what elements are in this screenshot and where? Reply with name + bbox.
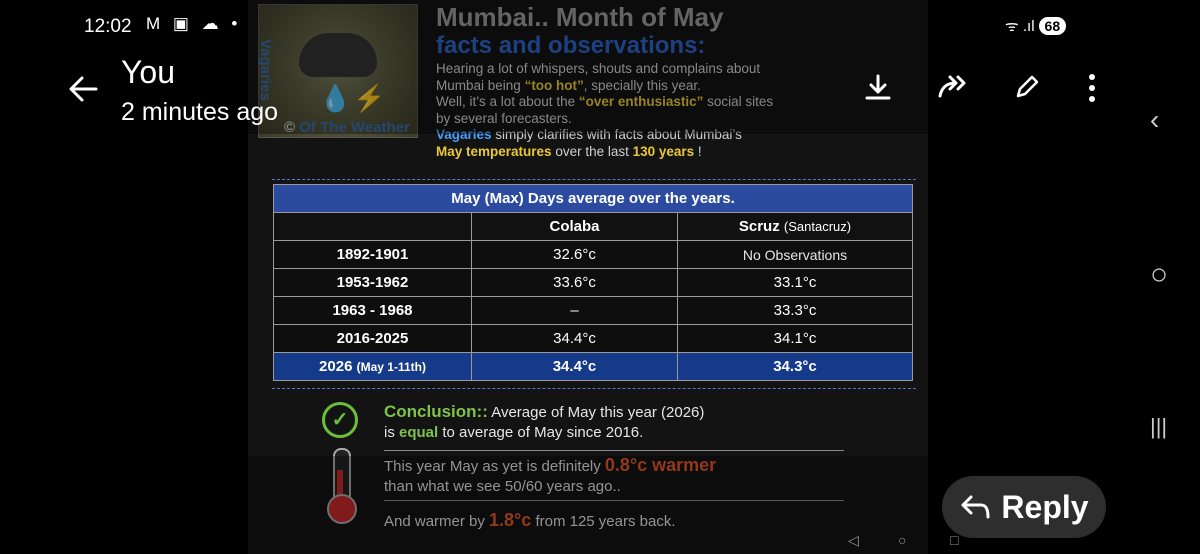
back-arrow-icon[interactable] bbox=[66, 72, 100, 112]
table-row: 1953-1962 33.6°c 33.1°c bbox=[273, 268, 913, 297]
table-row: 1892-1901 32.6°c No Observations bbox=[273, 240, 913, 269]
status-right: ᯤ .ıl 68 bbox=[1005, 16, 1067, 36]
header-scruz: Scruz (Santacruz) bbox=[677, 212, 913, 241]
table-title: May (Max) Days average over the years. bbox=[273, 184, 913, 213]
sender-name: You bbox=[121, 54, 175, 90]
warmer-text-1: This year May as yet is definitely 0.8°c… bbox=[384, 455, 717, 495]
download-icon[interactable] bbox=[862, 72, 894, 109]
message-timestamp: 2 minutes ago bbox=[121, 98, 279, 126]
header-period bbox=[273, 212, 472, 241]
table-row-current: 2026 (May 1-11th) 34.4°c 34.3°c bbox=[273, 352, 913, 381]
intro-text: Hearing a lot of whispers, shouts and co… bbox=[436, 61, 774, 159]
nav-recents-icon[interactable]: ||| bbox=[1150, 414, 1168, 439]
rain-drops-icon: 💧⚡ bbox=[319, 83, 388, 113]
reply-label: Reply bbox=[1001, 488, 1089, 525]
notification-icons: M ▣ ☁ • bbox=[146, 14, 242, 33]
battery-icon: 68 bbox=[1038, 17, 1067, 35]
divider bbox=[384, 450, 844, 451]
divider bbox=[272, 179, 916, 180]
edit-icon[interactable] bbox=[1012, 72, 1042, 107]
temperature-table: May (Max) Days average over the years. C… bbox=[273, 184, 913, 381]
nav-home-icon[interactable]: ○ bbox=[1150, 258, 1169, 291]
more-icon[interactable] bbox=[1082, 72, 1102, 109]
checkmark-icon: ✓ bbox=[322, 402, 358, 438]
header-colaba: Colaba bbox=[471, 212, 678, 241]
post-title-line1: Mumbai.. Month of May bbox=[436, 2, 724, 32]
nav-back-icon[interactable]: ‹ bbox=[1150, 104, 1160, 135]
divider bbox=[272, 388, 916, 389]
status-time: 12:02 bbox=[84, 16, 132, 37]
signal-icon: ᯤ .ıl bbox=[1005, 18, 1035, 35]
reply-arrow-icon bbox=[961, 495, 990, 519]
reply-button[interactable]: Reply bbox=[942, 476, 1106, 538]
table-row: 1963 - 1968 – 33.3°c bbox=[273, 296, 913, 325]
watermark-bottom: © Of The Weather bbox=[284, 119, 410, 136]
cloud-icon bbox=[299, 33, 377, 77]
conclusion-text: Conclusion:: Average of May this year (2… bbox=[384, 402, 705, 441]
divider bbox=[384, 500, 844, 501]
gesture-back-icon[interactable]: ◁ bbox=[848, 532, 859, 548]
watermark-vertical: Vagaries bbox=[257, 39, 274, 101]
top-app-bar bbox=[0, 0, 1200, 134]
gesture-recents-icon[interactable]: □ bbox=[950, 532, 959, 548]
warmer-text-2: And warmer by 1.8°c from 125 years back. bbox=[384, 510, 676, 530]
post-title-line2: facts and observations: bbox=[436, 32, 706, 59]
gesture-home-icon[interactable]: ○ bbox=[898, 532, 907, 548]
forward-icon[interactable] bbox=[936, 72, 972, 109]
vagaries-logo: 💧⚡ bbox=[258, 4, 418, 138]
table-row: 2016-2025 34.4°c 34.1°c bbox=[273, 324, 913, 353]
thermometer-icon bbox=[325, 448, 357, 524]
